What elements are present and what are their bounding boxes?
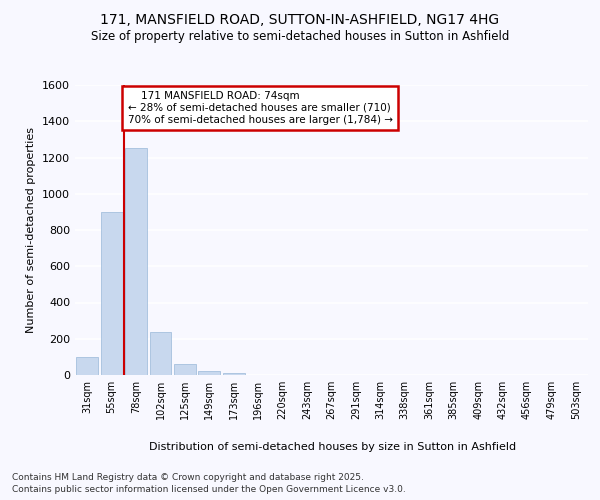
Bar: [223, 373, 245, 375]
Text: Contains HM Land Registry data © Crown copyright and database right 2025.: Contains HM Land Registry data © Crown c…: [12, 472, 364, 482]
Bar: [149, 332, 172, 375]
Bar: [101, 212, 122, 375]
Text: 171, MANSFIELD ROAD, SUTTON-IN-ASHFIELD, NG17 4HG: 171, MANSFIELD ROAD, SUTTON-IN-ASHFIELD,…: [100, 12, 500, 26]
Text: Distribution of semi-detached houses by size in Sutton in Ashfield: Distribution of semi-detached houses by …: [149, 442, 517, 452]
Bar: [174, 364, 196, 375]
Bar: [76, 357, 98, 375]
Bar: [125, 148, 147, 375]
Y-axis label: Number of semi-detached properties: Number of semi-detached properties: [26, 127, 37, 333]
Bar: [199, 372, 220, 375]
Text: 171 MANSFIELD ROAD: 74sqm
← 28% of semi-detached houses are smaller (710)
70% of: 171 MANSFIELD ROAD: 74sqm ← 28% of semi-…: [128, 92, 392, 124]
Text: Contains public sector information licensed under the Open Government Licence v3: Contains public sector information licen…: [12, 485, 406, 494]
Text: Size of property relative to semi-detached houses in Sutton in Ashfield: Size of property relative to semi-detach…: [91, 30, 509, 43]
